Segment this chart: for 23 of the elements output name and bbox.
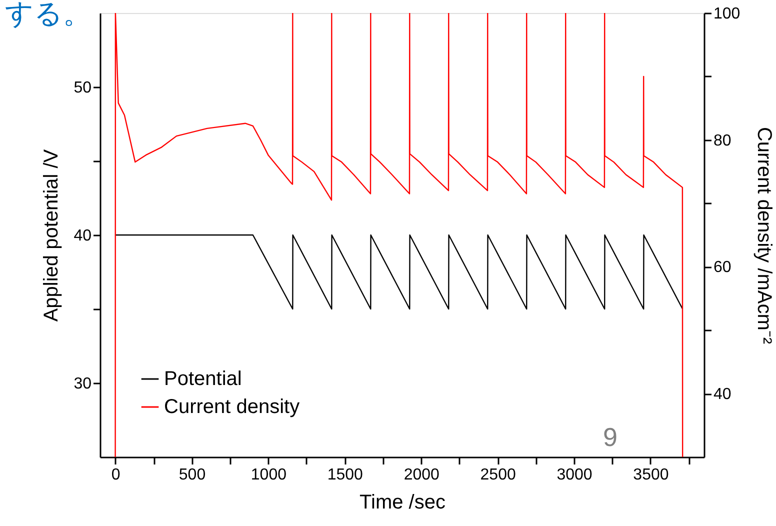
y2-axis-title: Current density /mAcm⁻² [753, 126, 776, 344]
text: する。 [5, 0, 91, 30]
x-tick-label: 1000 [250, 466, 287, 484]
x-tick-label: 0 [111, 466, 120, 484]
y-axis-title: Applied potential /V [40, 148, 63, 322]
line-series [114, 13, 684, 457]
x-tick-label: 2500 [480, 466, 516, 484]
x-tick-label: 500 [178, 466, 206, 484]
x-axis-title: Time /sec [360, 492, 446, 514]
y2-tick-label: 60 [714, 259, 732, 276]
x-tick-label: 3000 [556, 466, 592, 484]
y2-tick-label: 80 [714, 132, 732, 150]
y2-tick-label: 40 [714, 386, 732, 404]
y-tick-label: 30 [74, 376, 92, 392]
legend-label: Current density [164, 396, 300, 418]
legend-label: Potential [164, 368, 242, 390]
x-tick-label: 1500 [327, 466, 364, 484]
x-tick-label: 3500 [633, 466, 669, 484]
y-tick-label: 50 [74, 80, 92, 96]
y2-tick-label: 100 [714, 6, 740, 22]
annotation: 9 [603, 422, 618, 452]
x-tick-label: 2000 [404, 466, 440, 484]
y-tick-label: 40 [74, 228, 92, 244]
